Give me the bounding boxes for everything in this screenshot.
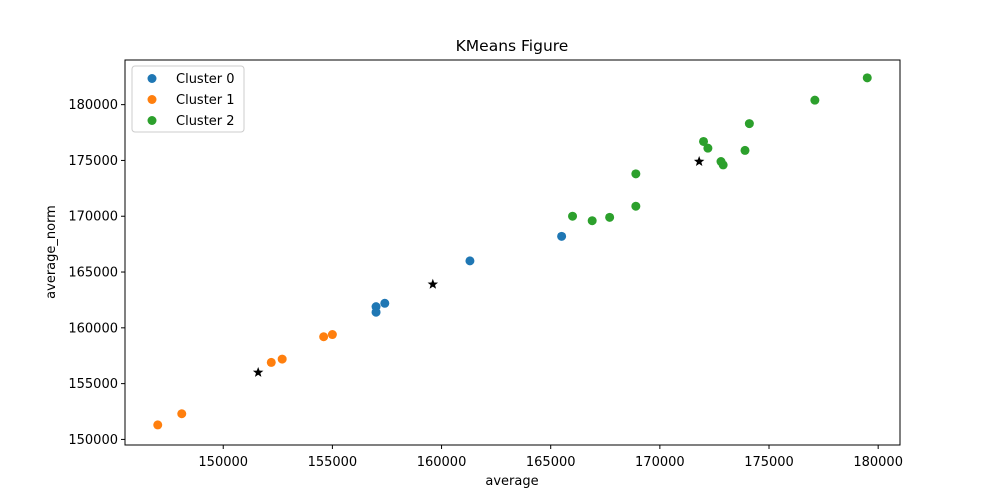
y-tick-label: 175000 [68,154,118,169]
legend: Cluster 0 Cluster 1 Cluster 2 [131,65,245,133]
chart-title: KMeans Figure [456,37,569,55]
x-tick-label: 150000 [198,455,248,470]
data-point-cluster-0 [380,298,390,308]
x-tick-label: 180000 [853,455,903,470]
x-tick-label: 170000 [635,455,685,470]
data-point-cluster-1 [266,357,276,367]
x-tick-label: 175000 [744,455,794,470]
legend-box [131,65,245,133]
data-point-cluster-0 [465,256,475,266]
x-tick-label: 160000 [417,455,467,470]
y-tick-label: 160000 [68,321,118,336]
data-point-cluster-1 [319,332,329,342]
data-point-cluster-0 [557,231,567,241]
data-points [153,73,872,430]
legend-marker-cluster-1 [147,95,157,104]
y-tick-label: 180000 [68,98,118,113]
legend-label-cluster-0: Cluster 0 [176,72,235,87]
data-point-cluster-2 [631,201,641,211]
x-axis: 150000 155000 160000 165000 170000 175000 1800… [198,445,903,470]
x-tick-label: 155000 [308,455,358,470]
y-axis-label: average_norm [44,205,59,299]
data-point-cluster-2 [568,211,578,221]
data-point-cluster-1 [177,409,187,419]
data-point-cluster-2 [605,212,615,222]
plot-area [124,59,901,446]
legend-marker-cluster-2 [147,116,157,125]
data-point-cluster-2 [703,143,713,153]
data-point-cluster-2 [744,119,754,129]
data-point-cluster-2 [718,160,728,170]
centroid-star-icon [427,278,439,289]
data-point-cluster-1 [327,330,337,340]
data-point-cluster-2 [862,73,872,83]
legend-marker-cluster-0 [147,74,157,83]
data-point-cluster-2 [810,95,820,105]
x-tick-label: 165000 [526,455,576,470]
x-axis-label: average [485,474,538,489]
legend-label-cluster-1: Cluster 1 [176,93,235,108]
centroid-star-icon [693,156,705,166]
data-point-cluster-2 [699,136,709,146]
data-point-cluster-2 [631,169,641,179]
data-point-cluster-1 [277,354,287,364]
y-tick-label: 170000 [68,210,118,225]
data-point-cluster-2 [587,216,597,226]
legend-label-cluster-2: Cluster 2 [176,114,235,129]
data-point-cluster-0 [371,307,381,317]
y-tick-label: 150000 [68,433,118,448]
y-axis: 150000 155000 160000 165000 170000 175000 1800… [68,98,125,448]
data-point-cluster-2 [740,145,750,155]
centroid-markers [252,156,705,377]
y-tick-label: 155000 [68,377,118,392]
data-point-cluster-1 [153,420,163,430]
y-tick-label: 165000 [68,266,118,281]
centroid-star-icon [252,366,264,377]
